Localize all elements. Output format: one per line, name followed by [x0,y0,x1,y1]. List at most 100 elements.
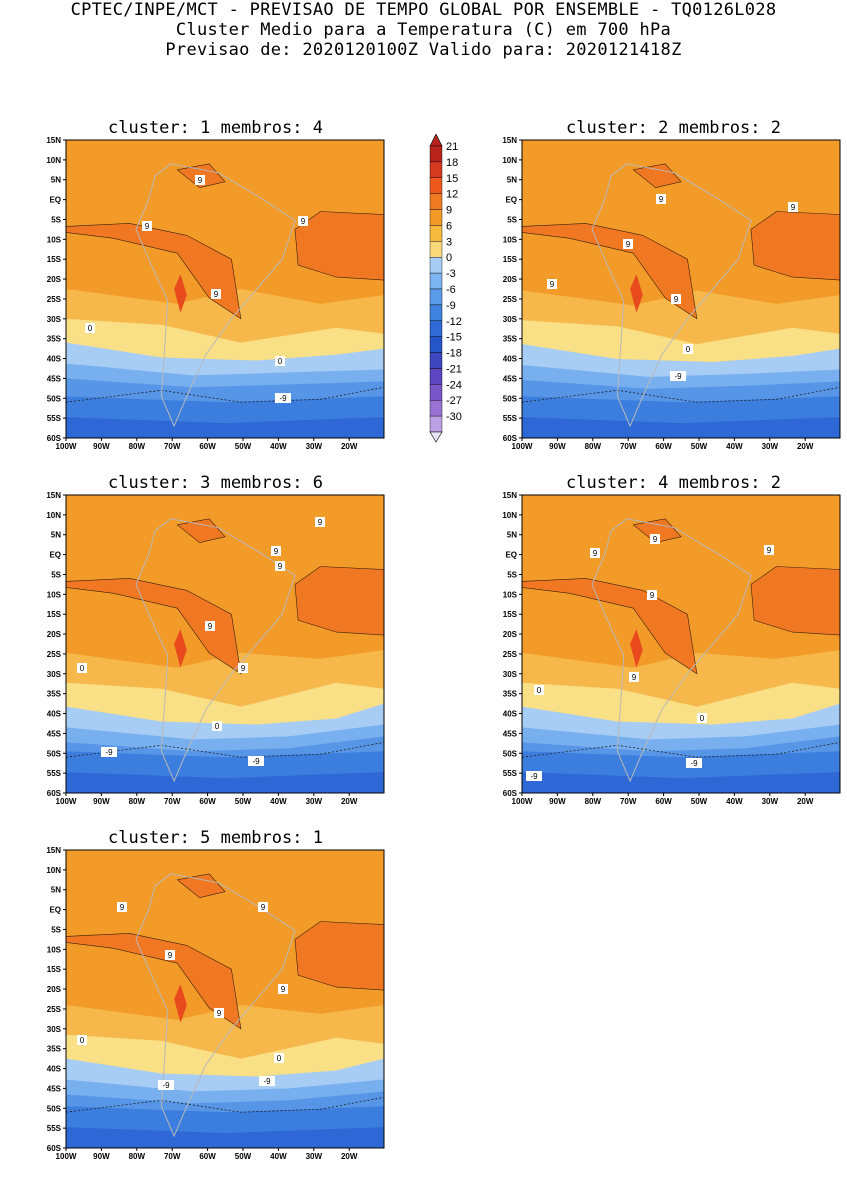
colorbar: 21 18 15 12 9 6 3 0 -3 -6 -9 -12 -15 -18 -21 -24 -27 -30 [424,133,484,444]
map-frame [65,494,385,794]
lat-label: 25S [503,650,518,659]
colorbar-top-arrow [429,133,443,147]
lat-label: 60S [503,434,518,443]
svg-text:9: 9 [659,195,664,204]
colorbar-label: -30 [446,411,462,423]
lon-label: 70W [620,797,637,806]
svg-text:9: 9 [261,903,266,912]
svg-text:0: 0 [686,345,691,354]
contour-label: 9 [142,221,152,231]
contour-label: 9 [764,545,774,555]
lon-label: 60W [199,442,216,451]
colorbar-label: 15 [446,173,458,185]
svg-text:0: 0 [80,1036,85,1045]
lon-label: 40W [726,797,743,806]
colorbar-swatch [429,257,443,274]
lat-label: 5N [507,531,517,540]
contour-label: 0 [683,344,693,354]
svg-text:9: 9 [767,546,772,555]
svg-text:0: 0 [278,357,283,366]
lat-label: 5S [51,925,61,934]
lon-label: 90W [93,442,110,451]
lat-label: 45S [503,729,518,738]
warm-region-9C [65,223,242,320]
warm-core-12C [630,629,643,668]
map-panel-5: 15N 10N 5N EQ 5S 10S 15S 20S 25S 30S 35S 40S 45S 50S 5… [46,846,385,1161]
warm-region-9C [65,578,242,675]
contour-label: 0 [77,663,87,673]
contour-label: 9 [117,902,127,912]
lon-label: 80W [129,442,146,451]
contour-label: -9 [526,771,542,781]
lat-label: 25S [503,295,518,304]
temperature-band-7 [66,1127,384,1148]
map-frame [65,139,385,439]
contour-label: 9 [656,194,666,204]
lon-label: 60W [655,442,672,451]
lon-label: 80W [129,797,146,806]
lon-label: 100W [56,797,77,806]
lat-label: 60S [47,789,62,798]
colorbar-swatch [429,225,443,242]
lon-label: 90W [549,797,566,806]
lon-label: 30W [306,797,323,806]
svg-text:0: 0 [277,1054,282,1063]
colorbar-label: 12 [446,189,458,201]
contour-label: 9 [278,984,288,994]
contour-label: 9 [650,534,660,544]
lat-label: 50S [47,749,62,758]
temperature-field [521,495,841,793]
warm-core-12C [174,274,187,313]
svg-text:-9: -9 [279,394,287,403]
lon-label: 40W [726,442,743,451]
colorbar-label: -9 [446,300,456,312]
lat-label: 10S [503,235,518,244]
svg-text:9: 9 [168,951,173,960]
contour-label: 0 [212,721,222,731]
warm-region-9C [521,223,698,320]
colorbar-swatch [429,288,443,306]
contour-minus9 [65,386,385,403]
lat-label: EQ [49,196,61,205]
lat-label: 10S [503,590,518,599]
lat-label: EQ [505,196,517,205]
panel-title-2: cluster: 2 membros: 2 [566,118,781,138]
lon-label: 40W [270,442,287,451]
lat-label: 40S [47,710,62,719]
lon-label: 80W [585,797,602,806]
lat-label: 25S [47,295,62,304]
contour-label: 0 [534,685,544,695]
lon-label: 20W [341,442,358,451]
lat-label: 10N [46,866,61,875]
svg-text:9: 9 [593,549,598,558]
panel-title-5: cluster: 5 membros: 1 [108,828,323,848]
colorbar-swatch [429,304,443,321]
colorbar-swatch [429,415,443,433]
contour-label: 9 [298,216,308,226]
map-panel-1: 15N 10N 5N EQ 5S 10S 15S 20S 25S 30S 35S 40S 45S 50S 5… [46,136,385,451]
lat-label: 25S [47,650,62,659]
lon-label: 100W [56,442,77,451]
warm-region-9C-north [176,873,226,899]
colorbar-swatch [429,177,443,194]
lat-label: 20S [47,275,62,284]
lat-label: 55S [503,769,518,778]
lat-label: 40S [503,355,518,364]
panel-title-4: cluster: 4 membros: 2 [566,473,781,493]
contour-label: -9 [101,747,117,757]
lon-label: 20W [797,797,814,806]
svg-text:9: 9 [318,518,323,527]
svg-text:9: 9 [301,217,306,226]
lat-label: 45S [503,374,518,383]
contour-label: 9 [258,902,268,912]
colorbar-label: -27 [446,395,462,407]
warm-core-12C [630,274,643,313]
svg-text:-9: -9 [263,1077,271,1086]
lat-label: 35S [47,690,62,699]
lat-label: 35S [503,335,518,344]
lat-label: 15N [46,846,61,855]
colorbar-swatch [429,368,443,385]
lon-label: 20W [797,442,814,451]
warm-region-9C [521,578,698,675]
svg-text:9: 9 [208,622,213,631]
